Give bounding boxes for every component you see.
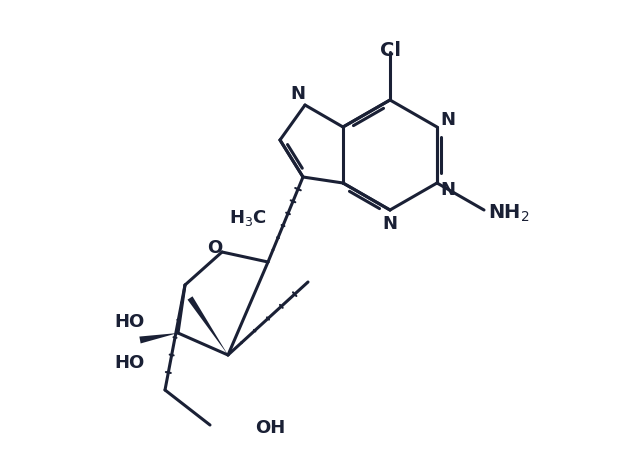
Text: NH$_2$: NH$_2$ [488, 203, 529, 224]
Text: N: N [440, 111, 455, 129]
Text: N: N [440, 181, 455, 199]
Polygon shape [188, 297, 228, 355]
Text: HO: HO [115, 354, 145, 372]
Polygon shape [140, 333, 178, 344]
Text: N: N [290, 85, 305, 103]
Text: N: N [383, 215, 397, 233]
Text: H$_3$C: H$_3$C [229, 208, 267, 228]
Text: HO: HO [115, 313, 145, 331]
Text: Cl: Cl [380, 40, 401, 60]
Text: OH: OH [255, 419, 285, 437]
Text: O: O [207, 239, 222, 257]
